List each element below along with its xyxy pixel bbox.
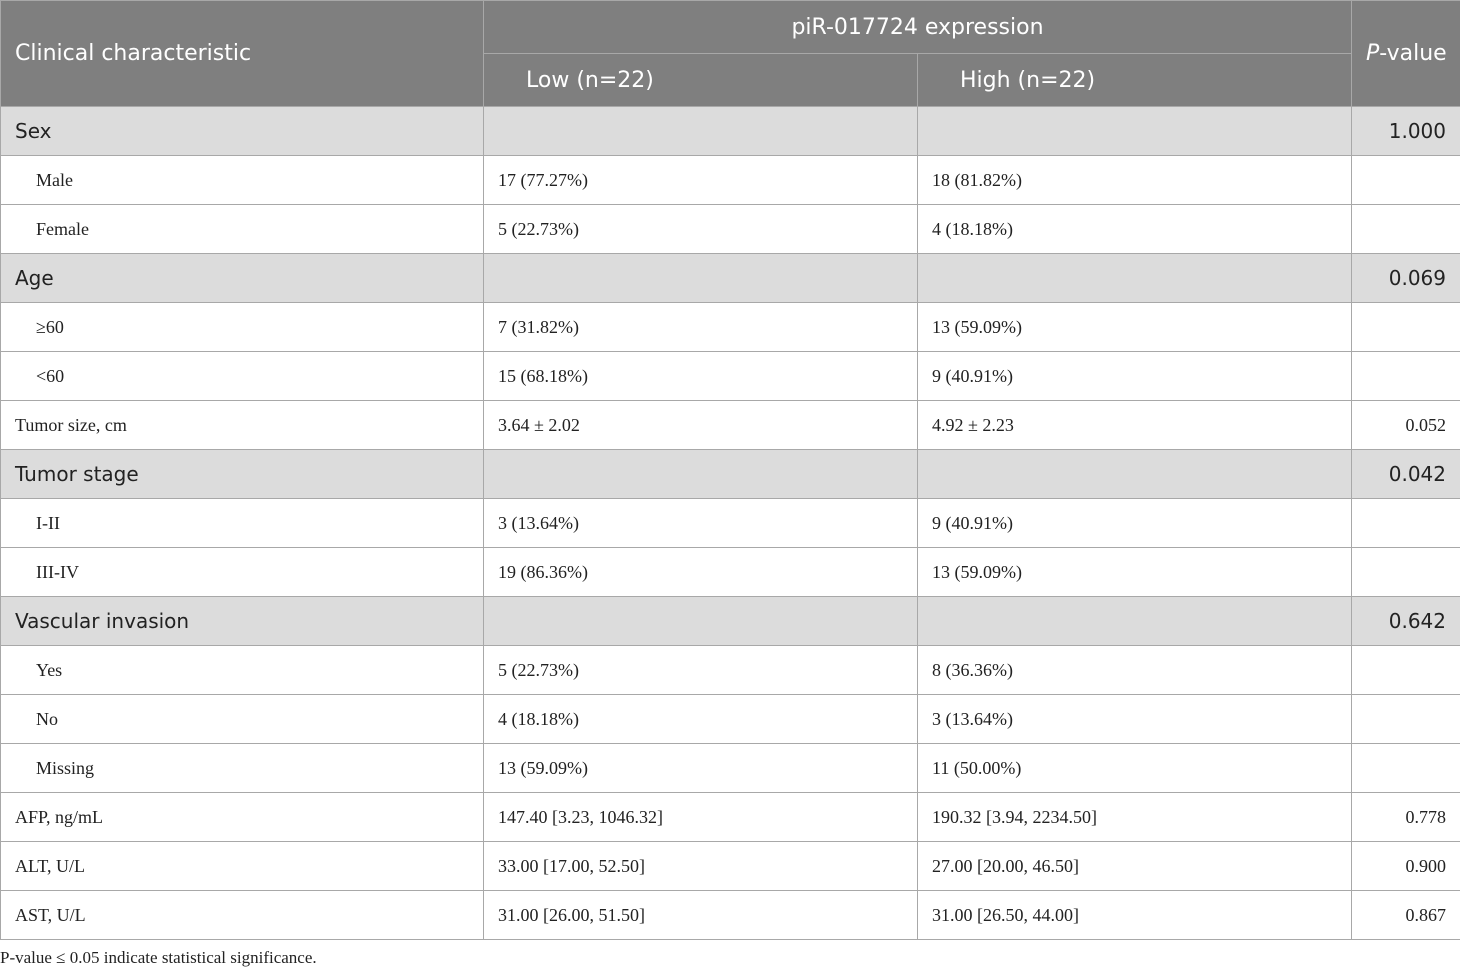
cell-characteristic: AST, U/L	[0, 890, 484, 940]
cell-pvalue: 0.042	[1351, 449, 1460, 499]
cell-pvalue: 0.052	[1351, 400, 1460, 450]
table-body: Sex 1.000 Male 17 (77.27%) 18 (81.82%) Female…	[0, 106, 1460, 940]
cell-pvalue: 0.069	[1351, 253, 1460, 303]
table-row: Tumor stage 0.042	[0, 449, 1460, 499]
cell-low: 5 (22.73%)	[483, 204, 918, 254]
cell-pvalue	[1351, 351, 1460, 401]
cell-characteristic: Tumor size, cm	[0, 400, 484, 450]
cell-low: 31.00 [26.00, 51.50]	[483, 890, 918, 940]
cell-pvalue: 0.642	[1351, 596, 1460, 646]
table-row: ≥60 7 (31.82%) 13 (59.09%)	[0, 302, 1460, 352]
table-row: Male 17 (77.27%) 18 (81.82%)	[0, 155, 1460, 205]
header-pvalue-italic: P	[1366, 41, 1380, 66]
cell-high: 11 (50.00%)	[917, 743, 1352, 793]
cell-low: 33.00 [17.00, 52.50]	[483, 841, 918, 891]
cell-pvalue: 0.778	[1351, 792, 1460, 842]
cell-characteristic: Male	[0, 155, 484, 205]
cell-high: 8 (36.36%)	[917, 645, 1352, 695]
cell-low	[483, 253, 918, 303]
cell-high: 4.92 ± 2.23	[917, 400, 1352, 450]
cell-high: 9 (40.91%)	[917, 498, 1352, 548]
table-row: No 4 (18.18%) 3 (13.64%)	[0, 694, 1460, 744]
cell-characteristic: Female	[0, 204, 484, 254]
table-row: ALT, U/L 33.00 [17.00, 52.50] 27.00 [20.00…	[0, 841, 1460, 891]
table-row: I-II 3 (13.64%) 9 (40.91%)	[0, 498, 1460, 548]
cell-high: 4 (18.18%)	[917, 204, 1352, 254]
header-expression-group: piR-017724 expression	[483, 0, 1352, 54]
table-row: Age 0.069	[0, 253, 1460, 303]
table-row: Female 5 (22.73%) 4 (18.18%)	[0, 204, 1460, 254]
cell-pvalue: 1.000	[1351, 106, 1460, 156]
cell-high: 13 (59.09%)	[917, 547, 1352, 597]
cell-low: 13 (59.09%)	[483, 743, 918, 793]
table-row: Yes 5 (22.73%) 8 (36.36%)	[0, 645, 1460, 695]
cell-characteristic: Vascular invasion	[0, 596, 484, 646]
cell-characteristic: ALT, U/L	[0, 841, 484, 891]
cell-low: 5 (22.73%)	[483, 645, 918, 695]
table-row: Tumor size, cm 3.64 ± 2.02 4.92 ± 2.23 0.05…	[0, 400, 1460, 450]
cell-high: 27.00 [20.00, 46.50]	[917, 841, 1352, 891]
cell-characteristic: AFP, ng/mL	[0, 792, 484, 842]
clinical-characteristics-table: Clinical characteristic piR-017724 expre…	[0, 0, 1460, 940]
cell-low: 19 (86.36%)	[483, 547, 918, 597]
cell-pvalue	[1351, 743, 1460, 793]
cell-low: 3.64 ± 2.02	[483, 400, 918, 450]
table-row: AFP, ng/mL 147.40 [3.23, 1046.32] 190.32 […	[0, 792, 1460, 842]
cell-high: 3 (13.64%)	[917, 694, 1352, 744]
cell-characteristic: <60	[0, 351, 484, 401]
cell-low	[483, 106, 918, 156]
cell-low: 15 (68.18%)	[483, 351, 918, 401]
cell-characteristic: Age	[0, 253, 484, 303]
table-row: III-IV 19 (86.36%) 13 (59.09%)	[0, 547, 1460, 597]
header-characteristic: Clinical characteristic	[0, 0, 484, 107]
cell-high: 18 (81.82%)	[917, 155, 1352, 205]
cell-pvalue	[1351, 204, 1460, 254]
cell-characteristic: Yes	[0, 645, 484, 695]
cell-high: 31.00 [26.50, 44.00]	[917, 890, 1352, 940]
cell-characteristic: No	[0, 694, 484, 744]
table-row: Vascular invasion 0.642	[0, 596, 1460, 646]
cell-low	[483, 596, 918, 646]
header-pvalue: P-value	[1351, 0, 1460, 107]
cell-low: 3 (13.64%)	[483, 498, 918, 548]
cell-low	[483, 449, 918, 499]
cell-characteristic: III-IV	[0, 547, 484, 597]
header-low: Low (n=22)	[483, 53, 918, 107]
cell-pvalue	[1351, 302, 1460, 352]
table-footnote: P-value ≤ 0.05 indicate statistical sign…	[0, 948, 317, 967]
cell-pvalue: 0.900	[1351, 841, 1460, 891]
table-row: Sex 1.000	[0, 106, 1460, 156]
cell-pvalue	[1351, 645, 1460, 695]
cell-low: 7 (31.82%)	[483, 302, 918, 352]
cell-pvalue: 0.867	[1351, 890, 1460, 940]
cell-high: 9 (40.91%)	[917, 351, 1352, 401]
table-row: <60 15 (68.18%) 9 (40.91%)	[0, 351, 1460, 401]
cell-pvalue	[1351, 498, 1460, 548]
cell-characteristic: ≥60	[0, 302, 484, 352]
cell-high	[917, 253, 1352, 303]
cell-characteristic: I-II	[0, 498, 484, 548]
cell-pvalue	[1351, 547, 1460, 597]
cell-pvalue	[1351, 694, 1460, 744]
header-high: High (n=22)	[917, 53, 1352, 107]
table-header: Clinical characteristic piR-017724 expre…	[0, 0, 1460, 107]
cell-characteristic: Tumor stage	[0, 449, 484, 499]
cell-pvalue	[1351, 155, 1460, 205]
table-row: AST, U/L 31.00 [26.00, 51.50] 31.00 [26.50…	[0, 890, 1460, 940]
cell-high	[917, 449, 1352, 499]
header-pvalue-rest: -value	[1379, 41, 1447, 66]
cell-high	[917, 596, 1352, 646]
cell-low: 17 (77.27%)	[483, 155, 918, 205]
cell-high: 190.32 [3.94, 2234.50]	[917, 792, 1352, 842]
cell-characteristic: Sex	[0, 106, 484, 156]
cell-high: 13 (59.09%)	[917, 302, 1352, 352]
cell-low: 147.40 [3.23, 1046.32]	[483, 792, 918, 842]
cell-high	[917, 106, 1352, 156]
cell-characteristic: Missing	[0, 743, 484, 793]
table-row: Missing 13 (59.09%) 11 (50.00%)	[0, 743, 1460, 793]
cell-low: 4 (18.18%)	[483, 694, 918, 744]
